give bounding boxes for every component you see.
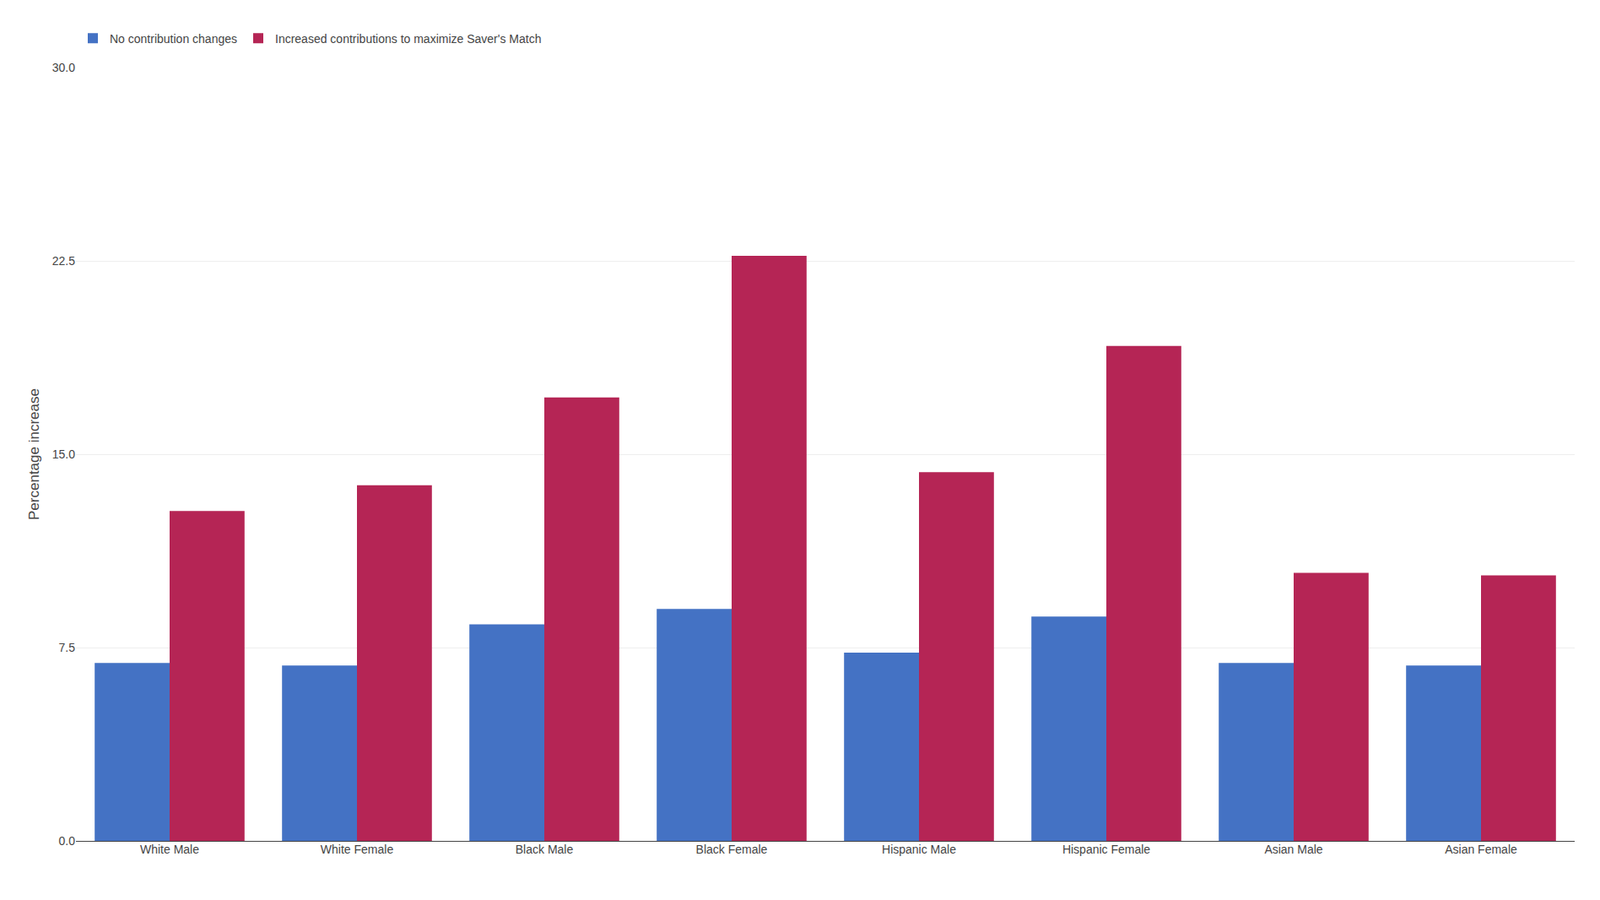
svg-text:Asian Female: Asian Female [1444,842,1518,856]
svg-text:30.0: 30.0 [52,60,76,75]
svg-text:White Female: White Female [320,842,395,856]
svg-text:Hispanic Female: Hispanic Female [1062,842,1151,856]
svg-text:0.0: 0.0 [59,833,76,848]
svg-text:7.5: 7.5 [59,640,76,655]
svg-text:Percentage increase: Percentage increase [26,388,43,520]
svg-text:Black Male: Black Male [515,842,574,856]
svg-text:Hispanic Male: Hispanic Male [881,842,957,856]
svg-text:Asian Male: Asian Male [1264,842,1323,856]
svg-text:White Male: White Male [140,842,200,856]
svg-text:No contribution changes: No contribution changes [109,32,238,46]
svg-text:Increased contributions to max: Increased contributions to maximize Save… [275,32,541,46]
svg-text:15.0: 15.0 [52,447,76,461]
svg-text:Black Female: Black Female [696,842,768,856]
svg-text:22.5: 22.5 [52,254,76,268]
